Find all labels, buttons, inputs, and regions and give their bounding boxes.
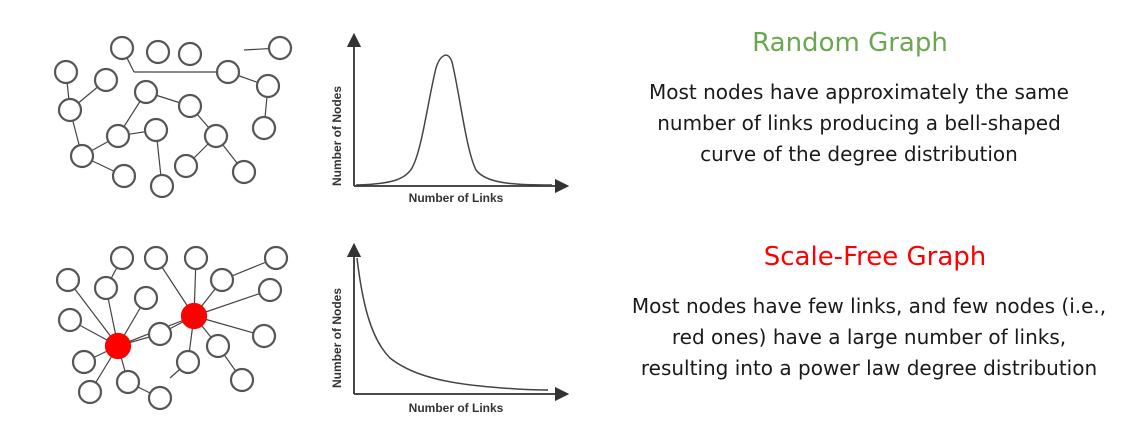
scale-free-plot-xlabel: Number of Links — [409, 401, 504, 415]
random-desc-line-1: Most nodes have approximately the same — [649, 80, 1069, 104]
scale-free-desc-line-1: Most nodes have few links, and few nodes… — [631, 294, 1107, 318]
scale-free-desc-line-2: red ones) have a large number of links, — [671, 325, 1067, 349]
hub-node-left — [104, 332, 132, 360]
random-plot-xlabel: Number of Links — [409, 191, 504, 205]
random-graph-description: Most nodes have approximately the same n… — [599, 77, 1119, 170]
random-network-nodes — [53, 35, 293, 199]
power-law-curve — [356, 257, 549, 391]
random-network-diagram — [53, 35, 293, 199]
random-graph-title: Random Graph — [752, 28, 948, 58]
scale-free-plot-ylabel: Number of Nodes — [330, 288, 344, 388]
scale-free-degree-distribution-plot: Number of Nodes Number of Links — [330, 242, 570, 415]
random-graph-row: Number of Nodes Number of Links Random G… — [0, 0, 1121, 220]
scale-free-graph-row: Number of Nodes Number of Links Scale-Fr… — [0, 220, 1121, 441]
scale-free-network-diagram — [55, 245, 289, 411]
scale-free-graph-description: Most nodes have few links, and few nodes… — [609, 291, 1121, 384]
scale-free-desc-line-3: resulting into a power law degree distri… — [640, 356, 1098, 380]
bell-curve — [355, 54, 553, 186]
scale-free-network-nodes — [55, 245, 289, 411]
random-desc-line-2: number of links producing a bell-shaped — [657, 111, 1061, 135]
random-desc-line-3: curve of the degree distribution — [700, 142, 1018, 166]
scale-free-graph-title: Scale-Free Graph — [763, 242, 987, 272]
hub-node-right — [180, 302, 208, 330]
random-degree-distribution-plot: Number of Nodes Number of Links — [330, 32, 570, 205]
random-plot-ylabel: Number of Nodes — [330, 86, 344, 186]
